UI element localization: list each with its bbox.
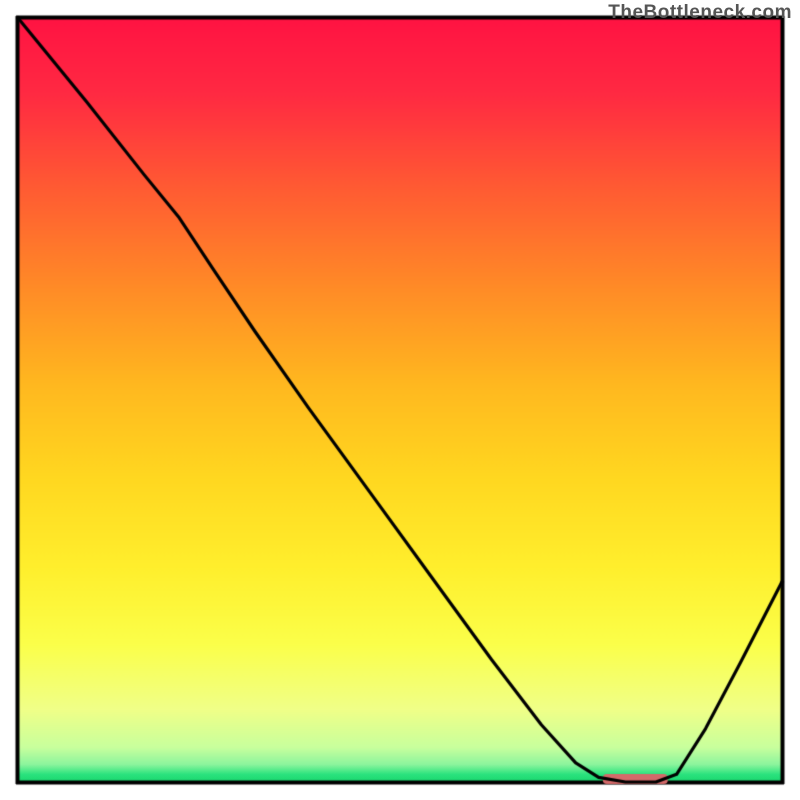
chart-stage: TheBottleneck.com [0,0,800,800]
watermark-text: TheBottleneck.com [608,2,792,24]
bottleneck-curve-layer [0,0,800,800]
